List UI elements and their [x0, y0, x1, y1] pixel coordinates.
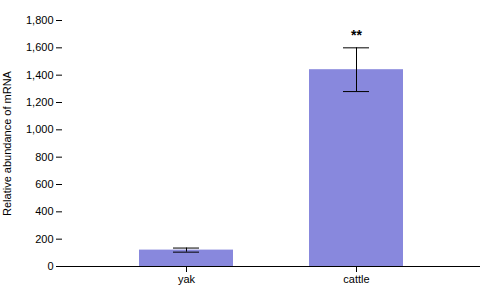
svg-text:0: 0: [47, 260, 53, 272]
svg-text:200: 200: [35, 233, 53, 245]
svg-text:1,200: 1,200: [26, 96, 54, 108]
svg-text:1,400: 1,400: [26, 69, 54, 81]
svg-text:1,600: 1,600: [26, 41, 54, 53]
svg-text:600: 600: [35, 178, 53, 190]
svg-text:800: 800: [35, 151, 53, 163]
svg-text:1,000: 1,000: [26, 123, 54, 135]
svg-text:1,800: 1,800: [26, 14, 54, 26]
svg-text:Relative abundance of mRNA: Relative abundance of mRNA: [1, 70, 13, 216]
svg-text:400: 400: [35, 205, 53, 217]
svg-text:cattle: cattle: [343, 273, 369, 285]
svg-text:yak: yak: [178, 273, 196, 285]
svg-text:**: **: [351, 27, 362, 43]
